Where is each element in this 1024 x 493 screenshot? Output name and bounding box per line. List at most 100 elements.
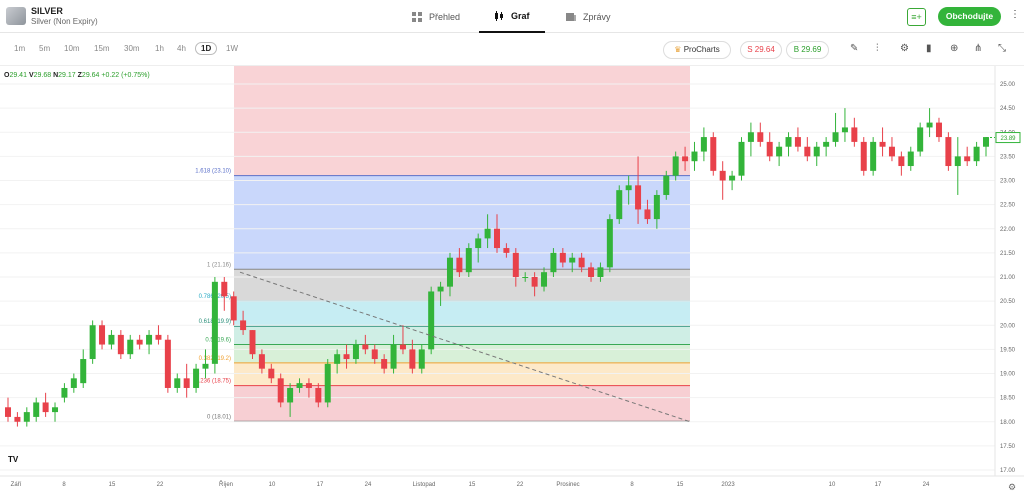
x-tick-label: 17	[317, 482, 324, 488]
ohlc-readout: O29.41 V29.68 N29.17 Z29.64 +0.22 (+0.75…	[4, 72, 150, 79]
timeframe-30m[interactable]: 30m	[124, 44, 140, 53]
candle-body	[296, 383, 303, 388]
fib-zone	[234, 362, 690, 386]
fib-zone	[234, 301, 690, 327]
candle-body	[371, 349, 378, 360]
trend-line	[239, 271, 691, 423]
procharts-button[interactable]: ♛ ProCharts	[663, 41, 731, 59]
last-price-box	[995, 132, 1021, 144]
candle-body	[80, 359, 87, 384]
more-menu-icon[interactable]: ⋮	[1010, 9, 1020, 20]
candle-body	[541, 272, 548, 287]
candle-body	[860, 141, 867, 171]
x-tick-label: 8	[62, 482, 66, 488]
candle-body	[832, 132, 839, 142]
y-tick-label: 17.00	[1000, 468, 1016, 474]
candle-body	[879, 141, 886, 147]
timeframe-1d[interactable]: 1D	[195, 42, 218, 55]
draw-icon[interactable]: ✎	[850, 43, 859, 54]
tab-chart[interactable]: Graf	[479, 0, 545, 33]
candle-body	[5, 407, 11, 417]
candle-body	[484, 228, 491, 239]
tab-news[interactable]: Zprávy	[566, 0, 611, 33]
candle-body	[381, 359, 388, 369]
trade-button[interactable]: Obchodujte	[938, 7, 1001, 26]
price-chart[interactable]: 1.618 (23.10)1 (21.16)0.786 (20.5)0.618 …	[0, 66, 1024, 493]
compare-icon[interactable]: ⊕	[950, 43, 959, 54]
x-tick-label: 15	[469, 482, 476, 488]
candle-body	[738, 141, 745, 176]
candle-body	[597, 267, 604, 277]
candle-body	[785, 137, 792, 147]
candle-body	[804, 146, 811, 157]
candle-body	[945, 137, 952, 167]
candle-body	[362, 344, 369, 350]
x-tick-label: 24	[365, 482, 372, 488]
candle-body	[606, 219, 613, 268]
y-tick-label: 19.50	[1000, 347, 1016, 353]
candle-body	[973, 146, 980, 162]
candle-body	[287, 387, 294, 403]
crown-icon: ♛	[674, 45, 682, 54]
fib-zone	[234, 385, 690, 422]
fib-zone	[234, 175, 690, 270]
candle-body	[136, 339, 143, 345]
fib-zone-top	[234, 66, 690, 176]
y-tick-label: 20.50	[1000, 299, 1016, 305]
timeframe-4h[interactable]: 4h	[177, 44, 186, 53]
candle-body	[531, 277, 538, 287]
candle-body	[719, 170, 726, 181]
buy-button[interactable]: B 29.69	[786, 41, 829, 59]
watchlist-add-button[interactable]: ≡+	[907, 8, 926, 26]
candles-icon	[495, 10, 503, 21]
timeframe-5m[interactable]: 5m	[39, 44, 51, 53]
candle-body	[550, 252, 557, 273]
low-value: 29.17	[58, 72, 76, 79]
tab-overview[interactable]: Přehled	[412, 0, 460, 33]
candle-body	[42, 402, 49, 413]
y-tick-label: 17.50	[1000, 444, 1016, 450]
candle-body	[644, 209, 651, 220]
candle-body	[766, 141, 773, 157]
y-tick-label: 21.00	[1000, 275, 1016, 281]
candle-body	[249, 330, 256, 355]
candle-body	[851, 127, 858, 142]
indicators-icon[interactable]: ⫶	[876, 43, 879, 54]
x-tick-label: Prosinec	[556, 482, 579, 488]
candle-body	[588, 267, 595, 277]
x-tick-label: 22	[157, 482, 164, 488]
candle-body	[183, 378, 190, 388]
x-tick-label: 2023	[721, 482, 735, 488]
chart-type-icon[interactable]: ▮	[926, 43, 932, 54]
x-tick-label: Listopad	[413, 482, 436, 488]
tab-overview-label: Přehled	[429, 11, 461, 22]
candle-body	[898, 156, 905, 167]
candle-body	[33, 402, 40, 417]
axis-settings-icon: ⚙	[1008, 483, 1016, 493]
x-tick-label: 10	[829, 482, 836, 488]
x-tick-label: Říjen	[219, 480, 233, 488]
candle-body	[221, 281, 228, 297]
settings-icon[interactable]: ⚙	[900, 43, 909, 54]
candle-body	[61, 387, 68, 398]
x-tick-label: 15	[677, 482, 684, 488]
candle-body	[324, 363, 331, 403]
instrument-subtitle: Silver (Non Expiry)	[31, 17, 98, 26]
fullscreen-icon[interactable]: ⤡	[998, 43, 1006, 54]
candle-body	[127, 339, 134, 355]
y-tick-label: 19.00	[1000, 372, 1016, 378]
close-label: Z	[77, 72, 82, 79]
candle-body	[155, 334, 162, 340]
timeframe-1w[interactable]: 1W	[226, 44, 238, 53]
y-tick-label: 25.00	[1000, 82, 1016, 88]
timeframe-10m[interactable]: 10m	[64, 44, 80, 53]
timeframe-1m[interactable]: 1m	[14, 44, 26, 53]
timeframe-1h[interactable]: 1h	[155, 44, 164, 53]
instrument-name: SILVER	[31, 6, 63, 16]
candle-body	[700, 137, 707, 152]
candle-body	[14, 416, 21, 422]
sell-button[interactable]: S 29.64	[740, 41, 782, 59]
candle-body	[926, 122, 933, 128]
timeframe-15m[interactable]: 15m	[94, 44, 110, 53]
share-icon[interactable]: ⋔	[974, 43, 983, 54]
